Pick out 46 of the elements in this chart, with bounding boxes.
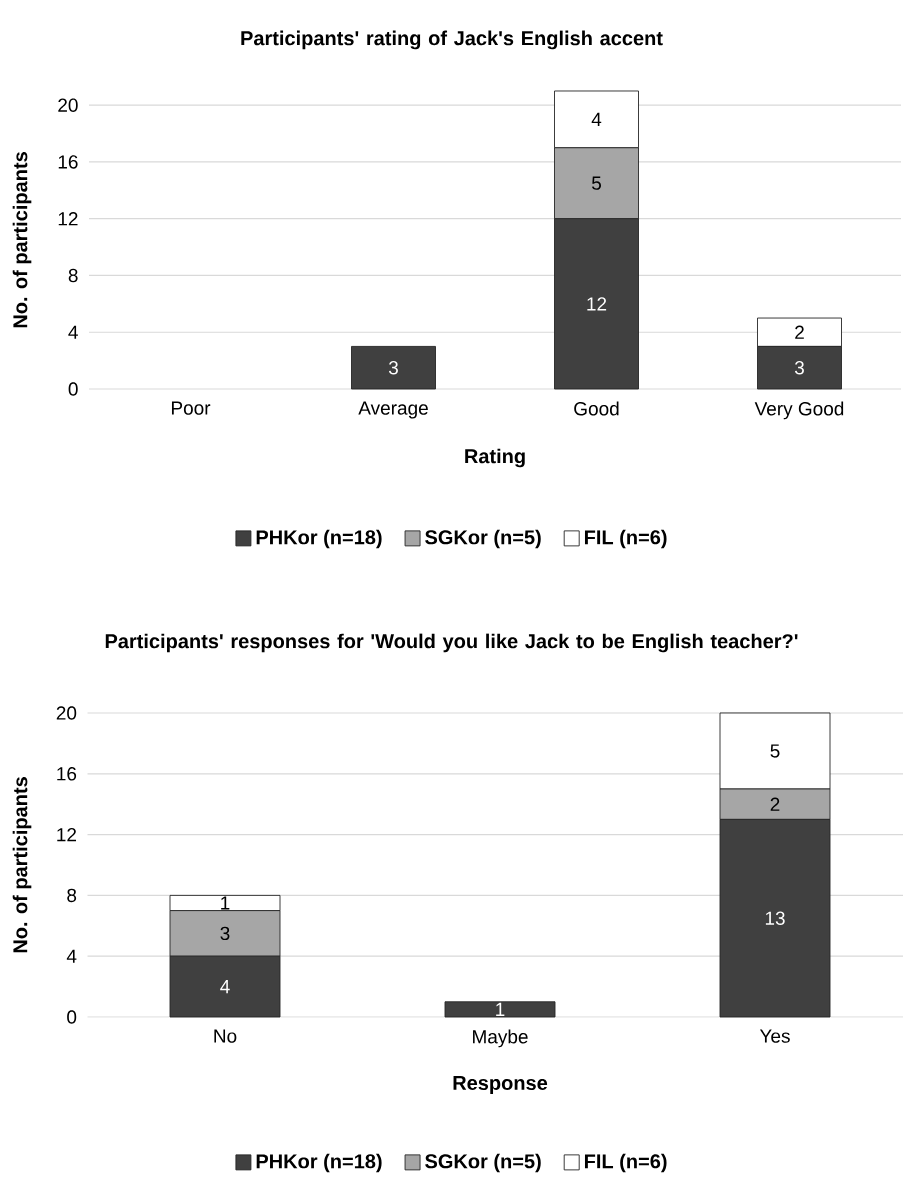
data-label: 13 (765, 911, 785, 925)
y-tick-label: 8 (67, 888, 77, 903)
x-axis-title: Response (453, 1076, 548, 1094)
legend-label: SGKor (n=5) (425, 1153, 541, 1173)
y-tick-label: 0 (67, 1010, 77, 1024)
data-label: 3 (388, 360, 398, 375)
x-tick-label: Yes (759, 1029, 790, 1043)
x-tick-label: Maybe (473, 1029, 528, 1048)
data-label: 1 (496, 1002, 505, 1016)
y-tick-label: 4 (68, 325, 78, 339)
y-tick-label: 16 (57, 767, 77, 781)
y-tick-label: 12 (58, 212, 78, 226)
y-axis-title: No. of participants (12, 777, 32, 953)
data-label: 12 (587, 297, 607, 311)
bar (444, 1001, 556, 1018)
x-tick-label: Very Good (754, 401, 844, 420)
x-tick-label: No (214, 1029, 237, 1043)
chart-title: Participants' responses for 'Would you like Jack to be English teacher?' (105, 633, 798, 653)
chart-title: Participants' rating of Jack's English accent (241, 30, 663, 50)
legend-label: SGKor (n=5) (425, 529, 541, 549)
y-tick-label: 12 (57, 827, 77, 842)
bar (351, 345, 436, 390)
data-label: 4 (591, 112, 602, 126)
data-label: 5 (591, 176, 601, 190)
data-label: 3 (220, 926, 230, 941)
y-tick-label: 4 (66, 949, 77, 963)
y-tick-label: 20 (58, 98, 78, 112)
data-label: 4 (220, 980, 230, 994)
y-axis-title: No. of participants (12, 152, 32, 328)
y-tick-label: 8 (68, 268, 78, 283)
legend-label: FIL (n=6) (584, 1153, 667, 1173)
data-label: 2 (770, 797, 780, 811)
data-label: 5 (770, 744, 780, 758)
data-label: 1 (221, 896, 230, 910)
x-tick-label: Good (574, 401, 619, 416)
y-tick-label: 16 (58, 155, 78, 169)
data-label: 2 (795, 325, 804, 339)
data-label: 3 (794, 360, 804, 375)
legend-label: FIL (n=6) (584, 529, 667, 549)
legend-label: PHKor (n=18) (256, 1153, 382, 1173)
legend-label: PHKor (n=18) (256, 529, 382, 549)
x-tick-label: Average (358, 401, 428, 419)
y-tick-label: 0 (68, 382, 78, 396)
x-axis-title: Rating (465, 448, 525, 468)
y-tick-label: 20 (56, 706, 77, 720)
x-tick-label: Poor (171, 401, 211, 415)
